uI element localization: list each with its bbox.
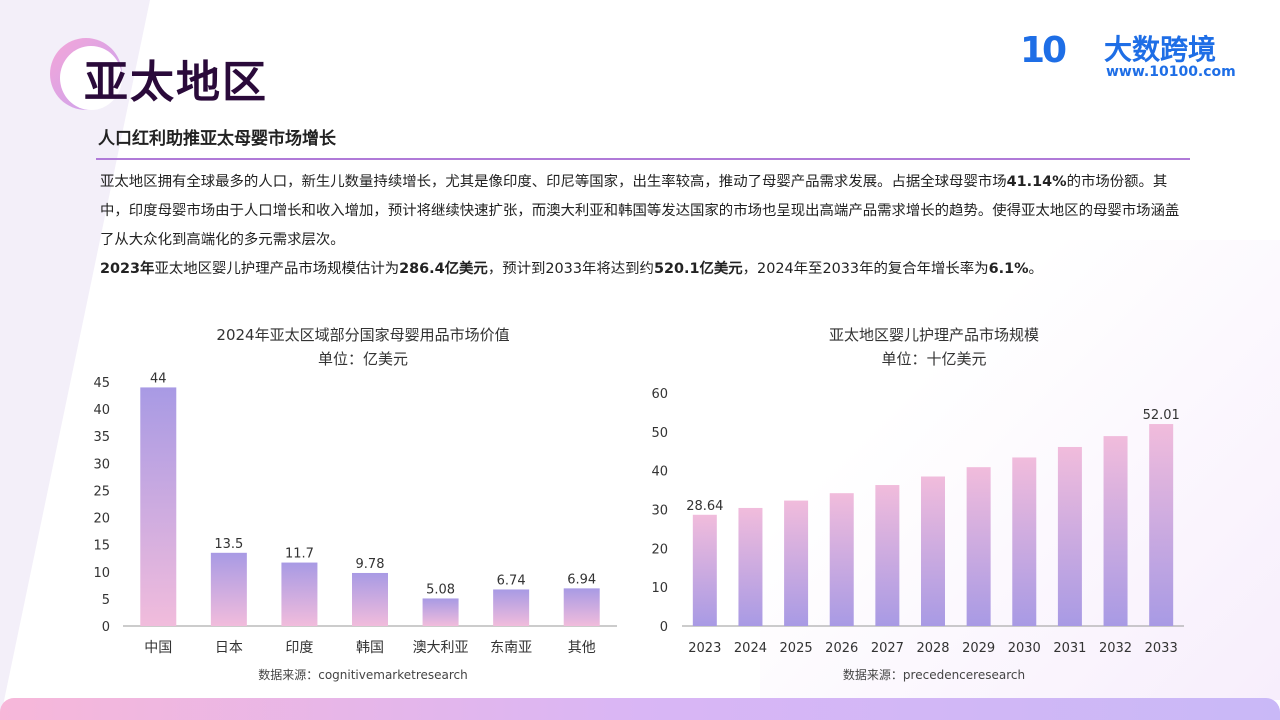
x-tick-label: 2029	[962, 641, 995, 656]
x-tick-label: 澳大利亚	[413, 640, 469, 656]
background-left-shape	[0, 0, 150, 720]
x-tick-label: 2024	[734, 641, 767, 656]
x-tick-label: 中国	[144, 640, 172, 656]
y-tick-label: 10	[651, 581, 668, 596]
bar	[1103, 436, 1128, 626]
data-label: 6.94	[567, 572, 596, 587]
page-title: 亚太地区	[84, 57, 268, 108]
y-tick-label: 20	[651, 542, 668, 557]
data-label: 44	[150, 371, 167, 386]
logo-mark: 10	[1020, 30, 1067, 71]
chart-source: 数据来源：cognitivemarketresearch	[258, 667, 468, 682]
x-tick-label: 其他	[568, 640, 596, 656]
title-ring-decoration	[50, 38, 122, 110]
data-label: 52.01	[1143, 408, 1180, 423]
y-tick-label: 5	[102, 593, 110, 608]
y-tick-label: 30	[651, 504, 668, 519]
x-tick-label: 2025	[780, 641, 813, 656]
data-label: 9.78	[356, 557, 385, 572]
x-tick-label: 2028	[916, 641, 949, 656]
data-label: 28.64	[686, 499, 723, 514]
bottom-gradient-bar	[0, 698, 1280, 720]
y-tick-label: 50	[651, 426, 668, 441]
data-label: 11.7	[285, 547, 314, 562]
data-label: 5.08	[426, 582, 455, 597]
chart-source: 数据来源：precedenceresearch	[843, 667, 1025, 682]
brand-logo: 10 大数跨境 www.10100.com	[1020, 28, 1250, 88]
logo-brand-name: 大数跨境	[1104, 33, 1217, 66]
bar	[784, 500, 809, 626]
paragraph-2: 2023年亚太地区婴儿护理产品市场规模估计为286.4亿美元，预计到2033年将…	[100, 261, 1043, 277]
y-tick-label: 10	[93, 566, 110, 581]
market-size-bar-chart: 亚太地区婴儿护理产品市场规模单位：十亿美元010203040506028.642…	[651, 326, 1184, 682]
x-tick-label: 东南亚	[490, 640, 532, 656]
x-tick-label: 韩国	[356, 640, 384, 656]
bar	[352, 572, 388, 626]
y-tick-label: 0	[660, 620, 668, 635]
x-tick-label: 印度	[285, 640, 313, 656]
bar	[692, 514, 717, 626]
y-tick-label: 45	[93, 376, 110, 391]
x-tick-label: 2033	[1145, 641, 1178, 656]
bar	[1012, 457, 1037, 626]
chart-title: 亚太地区婴儿护理产品市场规模	[829, 326, 1039, 344]
x-tick-label: 2023	[688, 641, 721, 656]
chart-title: 2024年亚太区域部分国家母婴用品市场价值	[216, 326, 509, 344]
bar	[875, 485, 900, 626]
y-tick-label: 20	[93, 512, 110, 527]
data-label: 6.74	[497, 573, 526, 588]
body-text: 亚太地区拥有全球最多的人口，新生儿数量持续增长，尤其是像印度、印尼等国家，出生率…	[100, 168, 1190, 284]
bar	[921, 476, 945, 626]
paragraph-1: 亚太地区拥有全球最多的人口，新生儿数量持续增长，尤其是像印度、印尼等国家，出生率…	[100, 174, 1180, 248]
bar	[738, 507, 763, 626]
data-label: 13.5	[214, 537, 243, 552]
x-tick-label: 2030	[1008, 641, 1041, 656]
y-tick-label: 40	[93, 403, 110, 418]
chart-unit-label: 单位：亿美元	[318, 350, 408, 368]
bar	[1149, 424, 1174, 626]
bar	[281, 562, 318, 626]
bar	[563, 588, 600, 626]
bar	[140, 387, 177, 626]
x-tick-label: 2026	[825, 641, 858, 656]
x-tick-label: 2032	[1099, 641, 1132, 656]
chart-unit-label: 单位：十亿美元	[881, 350, 986, 368]
x-tick-label: 2027	[871, 641, 904, 656]
y-tick-label: 40	[651, 465, 668, 480]
section-subtitle: 人口红利助推亚太母婴市场增长	[98, 129, 336, 149]
bar	[966, 467, 991, 626]
y-tick-label: 0	[102, 620, 110, 635]
y-tick-label: 25	[93, 484, 110, 499]
bar	[829, 493, 854, 626]
bar	[210, 552, 247, 626]
y-tick-label: 35	[93, 430, 110, 445]
logo-url: www.10100.com	[1106, 64, 1236, 80]
bar	[493, 589, 530, 626]
y-tick-label: 15	[93, 539, 110, 554]
y-tick-label: 30	[93, 457, 110, 472]
bar	[422, 598, 459, 626]
bar	[1057, 446, 1082, 626]
subtitle-divider	[96, 158, 1190, 160]
y-tick-label: 60	[651, 387, 668, 402]
x-tick-label: 2031	[1053, 641, 1086, 656]
x-tick-label: 日本	[215, 640, 243, 656]
